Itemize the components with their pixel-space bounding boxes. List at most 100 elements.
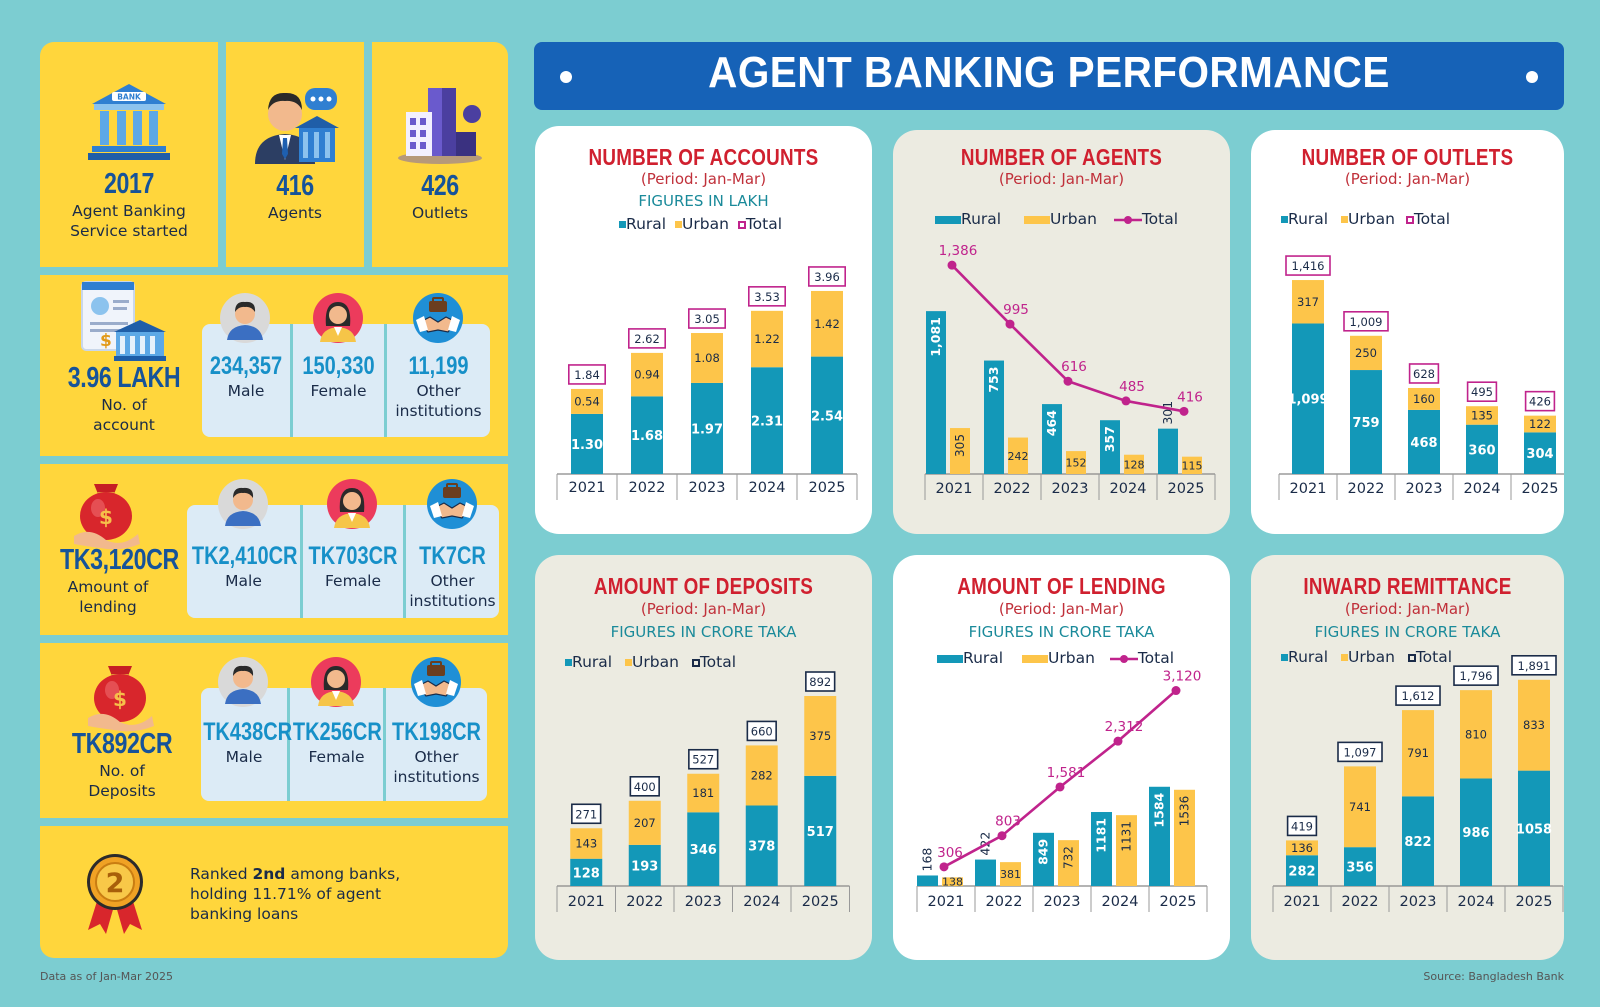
total-box [571, 803, 602, 825]
bar-urban [631, 352, 663, 397]
legend-rural: Rural [961, 210, 1002, 228]
total-data-label: 527 [692, 753, 714, 767]
lending-female-cell: TK703CR Female [295, 542, 411, 591]
rural-data-label: 356 [1346, 861, 1373, 876]
urban-data-label: 115 [1182, 459, 1203, 472]
bar-urban [1116, 815, 1137, 886]
bar-urban [1460, 690, 1492, 779]
chart-units: FIGURES IN CRORE TAKA [610, 623, 797, 641]
bar-urban [1524, 415, 1556, 433]
total-data-label: 616 [1061, 359, 1087, 375]
svg-text:$: $ [113, 687, 127, 711]
total-data-label: 416 [1177, 389, 1203, 405]
legend-urban: Urban [1348, 210, 1395, 228]
bar-urban [950, 428, 970, 474]
legend-swatch-urban [1024, 215, 1051, 224]
x-tick-label: 2022 [994, 481, 1031, 497]
accounts-total: 3.96 LAKH [67, 362, 181, 394]
total-data-label: 485 [1119, 379, 1145, 395]
total-data-label: 271 [575, 807, 597, 821]
legend-swatch-urban [675, 221, 683, 228]
x-tick-label: 2023 [1406, 481, 1443, 497]
lending-female-label: Female [324, 572, 382, 590]
chart-period: (Period: Jan-Mar) [640, 170, 767, 188]
urban-data-label: 136 [1291, 841, 1313, 855]
chart-title: AMOUNT OF DEPOSITS [593, 573, 814, 599]
lending-summary: TK3,120CR Amount of lending [48, 544, 179, 617]
total-point [1063, 376, 1073, 386]
outlet-building-icon [398, 88, 482, 164]
rural-data-label: 1.68 [631, 429, 663, 444]
total-data-label: 1,097 [1344, 745, 1377, 759]
bar-urban [1518, 679, 1550, 771]
x-tick-label: 2022 [986, 894, 1023, 910]
total-box [1408, 363, 1440, 384]
x-tick-label: 2022 [1342, 894, 1379, 910]
rank-medal-icon: 2 [84, 852, 146, 940]
bar-urban [687, 773, 720, 813]
total-box [1343, 310, 1389, 332]
legend-swatch-rural [565, 659, 572, 666]
legend-rural: Rural [963, 649, 1004, 667]
total-data-label: 660 [751, 724, 773, 738]
bar-rural [984, 360, 1004, 474]
total-data-label: 3.05 [694, 312, 720, 326]
total-data-label: 3.96 [814, 270, 840, 284]
urban-data-label: 305 [953, 434, 967, 457]
total-point [1055, 782, 1065, 792]
bar-urban [1286, 840, 1318, 856]
bar-urban [1008, 437, 1028, 474]
lending-other-label: Other institutions [409, 572, 496, 610]
total-data-label: 1,386 [939, 243, 978, 259]
rural-data-label: 517 [807, 825, 834, 840]
started-label: Agent Banking Service started [70, 202, 188, 240]
female-avatar-icon [312, 292, 364, 348]
total-box [1286, 815, 1318, 837]
legend-swatch-total [1407, 653, 1416, 662]
bar-rural [1408, 409, 1440, 474]
bar-rural [804, 775, 837, 886]
deposits-male-label: Male [225, 748, 263, 766]
rank-text: Ranked 2nd among banks, holding 11.71% o… [190, 865, 401, 923]
bar-urban [1182, 456, 1202, 474]
urban-data-label: 375 [809, 729, 831, 743]
accounts-other-cell: 11,199 Other institutions [379, 352, 498, 421]
bar-rural [1033, 832, 1054, 886]
deposits-summary: TK892CR No. of Deposits [58, 728, 186, 801]
deposits-female-cell: TK256CR Female [282, 718, 391, 767]
bar-rural [691, 382, 723, 474]
accounts-female-value: 150,330 [302, 352, 375, 380]
legend-swatch-rural [619, 221, 626, 228]
accounts-breakdown-card [202, 324, 490, 437]
rural-data-label: 753 [986, 367, 1001, 393]
svg-text:BANK: BANK [117, 93, 142, 102]
legend-urban: Urban [1048, 649, 1095, 667]
bar-rural [1292, 323, 1324, 474]
started-year: 2017 [103, 168, 154, 200]
rural-data-label: 2.31 [751, 415, 783, 430]
deposits-male-cell: TK438CR Male [193, 718, 295, 767]
deposits-breakdown-card [201, 688, 487, 801]
x-tick-label: 2025 [1160, 894, 1197, 910]
legend-swatch-rural [1281, 216, 1288, 223]
total-data-label: 1,891 [1518, 659, 1551, 673]
divider [364, 42, 372, 267]
total-data-label: 1,581 [1047, 765, 1086, 781]
x-tick-label: 2021 [1290, 481, 1327, 497]
bar-rural [1518, 770, 1550, 886]
rural-data-label: 1.97 [691, 422, 723, 437]
rural-data-label: 301 [1160, 401, 1175, 425]
total-box [688, 308, 727, 329]
chart-period: (Period: Jan-Mar) [1344, 170, 1471, 188]
accounts-label: No. of account [93, 396, 155, 434]
total-data-label: 1,612 [1402, 689, 1435, 703]
legend-rural: Rural [626, 215, 667, 233]
urban-data-label: 122 [1529, 417, 1551, 431]
outlets-cell: 426 Outlets [372, 42, 508, 267]
x-tick-label: 2025 [809, 480, 846, 496]
rural-data-label: 464 [1044, 410, 1059, 436]
legend-total: Total [1413, 210, 1451, 228]
x-tick-label: 2024 [1110, 481, 1147, 497]
legend-total: Total [699, 653, 737, 671]
male-avatar-icon [217, 656, 269, 712]
